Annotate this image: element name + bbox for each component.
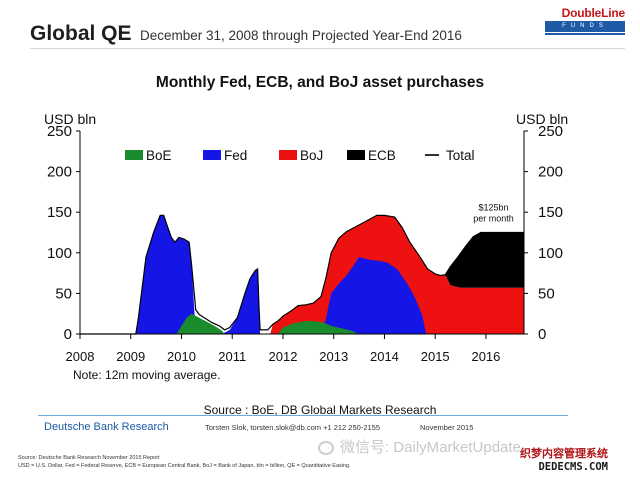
- x-tick-label: 2013: [319, 349, 348, 364]
- annotation-line1: $125bn: [479, 203, 509, 213]
- logo-sub: FUNDS: [545, 21, 625, 32]
- area-ecb: [445, 232, 524, 288]
- x-tick-label: 2016: [471, 349, 500, 364]
- y-tick-label-right: 100: [538, 245, 563, 262]
- legend-label-fed: Fed: [224, 148, 247, 163]
- footer-date: November 2015: [420, 423, 474, 432]
- y-tick-label-right: 250: [538, 123, 563, 140]
- subtitle: December 31, 2008 through Projected Year…: [139, 28, 462, 43]
- site-line2: DEDECMS.COM: [538, 461, 608, 473]
- legend-label-ecb: ECB: [368, 148, 396, 163]
- logo-underline: [545, 33, 625, 35]
- legend-swatch-ecb: [347, 150, 365, 160]
- y-tick-label-right: 0: [538, 326, 546, 343]
- watermark: 微信号: DailyMarketUpdate: [318, 436, 521, 457]
- y-tick-label-right: 200: [538, 164, 563, 181]
- legend-label-total: Total: [446, 148, 475, 163]
- site-line1: 织梦内容管理系统: [520, 448, 608, 460]
- legend-swatch-fed: [203, 150, 221, 160]
- footer-contact: Torsten Slok, torsten.slok@db.com +1 212…: [205, 423, 381, 432]
- line-total: [80, 214, 524, 335]
- watermark-text: 微信号: DailyMarketUpdate: [340, 439, 521, 456]
- footnote-source: Source: Deutsche Bank Research November …: [18, 455, 160, 461]
- chart-note: Note: 12m moving average.: [73, 368, 221, 382]
- footer-divider: [38, 415, 568, 416]
- area-boe: [176, 313, 360, 334]
- footnote-abbreviations: USD = U.S. Dollar, Fed = Federal Reserve…: [18, 463, 351, 469]
- y-tick-label-left: 150: [47, 204, 72, 221]
- y-tick-label-left: 0: [64, 326, 72, 343]
- footer-org: Deutsche Bank Research: [44, 421, 169, 433]
- doubleline-logo: DoubleLine FUNDS: [545, 6, 625, 35]
- chart-source: Source : BoE, DB Global Markets Research: [203, 403, 437, 417]
- area-fed: [135, 215, 427, 334]
- y-tick-label-left: 50: [55, 285, 72, 302]
- legend-label-boe: BoE: [146, 148, 172, 163]
- x-tick-label: 2014: [370, 349, 399, 364]
- site-watermark: 织梦内容管理系统 DEDECMS.COM: [520, 445, 608, 473]
- slide-title: Global QE December 31, 2008 through Proj…: [30, 22, 462, 46]
- chart-title: Monthly Fed, ECB, and BoJ asset purchase…: [155, 74, 485, 91]
- x-tick-label: 2015: [421, 349, 450, 364]
- annotation-line2: per month: [473, 214, 514, 224]
- x-tick-label: 2011: [218, 349, 246, 364]
- logo-brand: DoubleLine: [561, 6, 626, 20]
- title: Global QE: [30, 22, 132, 45]
- x-tick-label: 2010: [167, 349, 196, 364]
- legend-swatch-boe: [125, 150, 143, 160]
- y-axis-right-label: USD bln: [516, 111, 568, 127]
- wechat-icon: [318, 441, 334, 455]
- legend-label-boj: BoJ: [300, 148, 323, 163]
- y-tick-label-left: 200: [47, 164, 72, 181]
- x-tick-label: 2009: [116, 349, 145, 364]
- y-tick-label-left: 100: [47, 245, 72, 262]
- y-tick-label-right: 50: [538, 285, 555, 302]
- x-tick-label: 2008: [66, 349, 95, 364]
- y-tick-label-right: 150: [538, 204, 563, 221]
- title-divider: [30, 48, 625, 49]
- y-tick-label-left: 250: [47, 123, 72, 140]
- x-tick-label: 2012: [269, 349, 298, 364]
- legend-swatch-boj: [279, 150, 297, 160]
- y-axis-left-label: USD bln: [44, 111, 96, 127]
